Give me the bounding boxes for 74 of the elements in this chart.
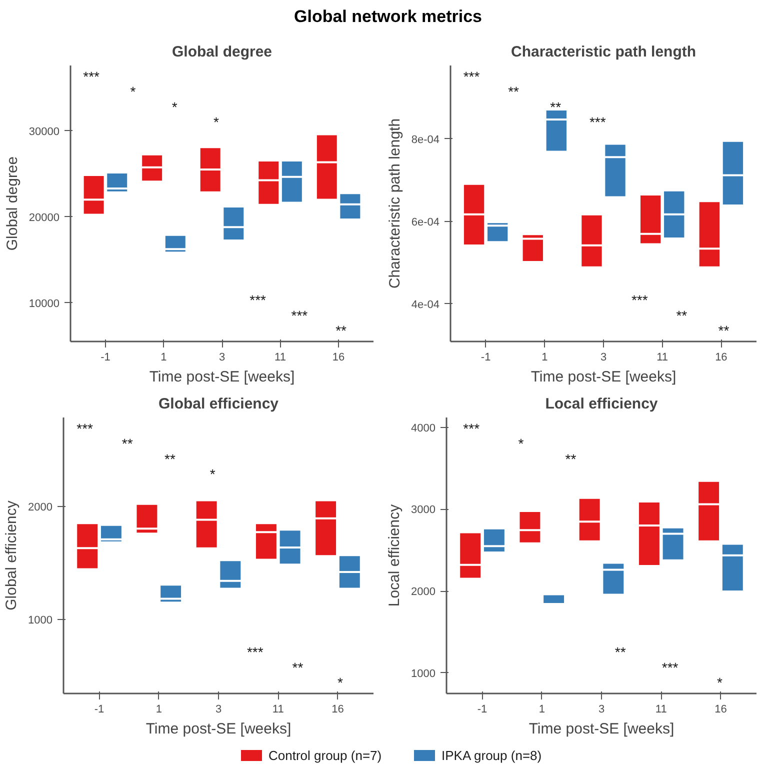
- x-tick-label: -1: [100, 352, 110, 364]
- y-tick-label: 4000: [411, 422, 436, 434]
- y-axis-title: Characteristic path length: [386, 118, 404, 289]
- annotation: *: [213, 114, 220, 130]
- y-tick-label: 3000: [411, 504, 436, 516]
- annotation: **: [550, 98, 562, 115]
- x-tick-label: 1: [156, 704, 162, 716]
- y-axis-title: Global degree: [4, 156, 21, 251]
- annotation: **: [292, 659, 304, 676]
- annotation: ***: [291, 307, 308, 324]
- x-tick-label: 16: [715, 352, 728, 364]
- annotation: *: [210, 466, 216, 482]
- annotation: ***: [662, 659, 679, 676]
- x-tick-label: 11: [274, 352, 286, 364]
- annotation: ***: [250, 292, 267, 308]
- x-axis-title: Time post-SE [weeks]: [149, 368, 295, 386]
- text: Global network metrics: [294, 6, 482, 28]
- y-axis-title: Local efficiency: [386, 504, 404, 607]
- annotation: *: [717, 674, 724, 690]
- annotation: **: [336, 322, 348, 338]
- annotation: **: [718, 322, 730, 338]
- y-tick-label: 30000: [28, 126, 60, 138]
- x-tick-label: 1: [538, 704, 545, 716]
- x-tick-label: -1: [94, 704, 104, 716]
- annotation: ***: [83, 68, 100, 85]
- annotation: **: [508, 84, 520, 100]
- annotation: ***: [463, 420, 480, 437]
- annotation: **: [565, 450, 577, 467]
- annotation: *: [172, 98, 178, 115]
- chart-title: Global efficiency: [158, 396, 280, 412]
- y-tick-label: 4e-04: [411, 298, 440, 311]
- y-tick-label: 6e-04: [411, 216, 440, 228]
- x-tick-label: 16: [714, 704, 727, 716]
- annotation: *: [130, 84, 136, 100]
- legend-label: Control group (n=7): [268, 748, 382, 763]
- x-tick-label: 3: [218, 352, 226, 364]
- x-tick-label: -1: [477, 704, 488, 716]
- x-tick-label: 3: [600, 352, 607, 364]
- annotation: **: [614, 644, 626, 660]
- annotation: *: [518, 436, 524, 452]
- x-tick-label: 11: [655, 704, 667, 716]
- chart-title: Global degree: [172, 44, 272, 60]
- annotation: ***: [246, 644, 264, 660]
- y-tick-label: 20000: [28, 212, 60, 224]
- annotation: **: [122, 436, 134, 452]
- x-tick-label: 11: [656, 352, 668, 364]
- y-axis-title: Global efficiency: [3, 500, 20, 610]
- annotation: ***: [589, 114, 606, 130]
- x-axis-title: Time post-SE [weeks]: [530, 368, 676, 386]
- annotation: **: [164, 450, 176, 467]
- x-tick-label: 11: [272, 704, 284, 716]
- x-tick-label: 16: [332, 352, 345, 364]
- y-tick-label: 8e-04: [411, 134, 440, 146]
- x-tick-label: 1: [160, 352, 167, 364]
- x-tick-label: 1: [542, 352, 548, 364]
- annotation: ***: [631, 292, 648, 308]
- x-tick-label: 3: [598, 704, 605, 716]
- x-tick-label: -1: [480, 352, 491, 364]
- y-tick-label: 2000: [28, 501, 53, 514]
- annotation: **: [676, 307, 688, 324]
- legend-label: IPKA group (n=8): [442, 748, 542, 763]
- annotation: *: [338, 674, 344, 690]
- annotation: ***: [463, 68, 480, 85]
- x-tick-label: 16: [332, 704, 344, 716]
- chart-title: Characteristic path length: [510, 44, 696, 60]
- x-axis-title: Time post-SE [weeks]: [146, 720, 292, 738]
- y-tick-label: 10000: [28, 298, 60, 310]
- chart-title: Local efficiency: [545, 396, 658, 412]
- y-tick-label: 1000: [28, 614, 53, 626]
- x-axis-title: Time post-SE [weeks]: [528, 720, 674, 738]
- y-tick-label: 2000: [411, 586, 436, 598]
- annotation: ***: [76, 420, 94, 437]
- x-tick-label: 3: [215, 704, 222, 716]
- y-tick-label: 1000: [411, 668, 436, 680]
